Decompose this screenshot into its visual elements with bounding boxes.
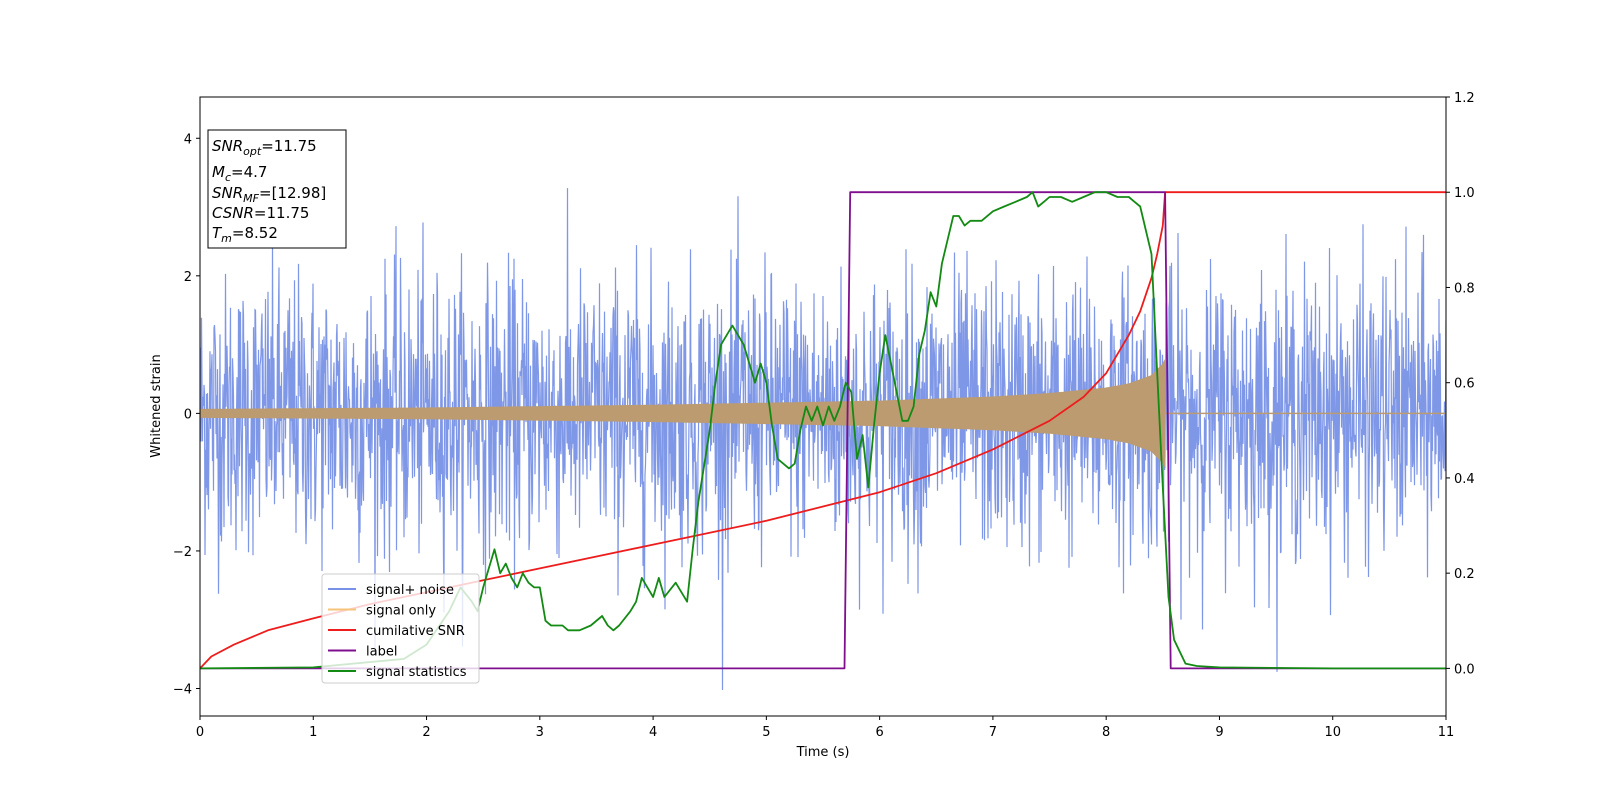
legend-label: signal statistics	[366, 665, 467, 680]
plot-area	[200, 188, 1446, 691]
legend-label: signal only	[366, 604, 436, 619]
y-right-tick-label: 1.2	[1454, 91, 1475, 106]
y-left-tick-label: 4	[184, 132, 192, 147]
y-right-tick-label: 0.8	[1454, 281, 1475, 296]
series-signal-noise	[200, 188, 1446, 691]
y-right-tick-label: 0.2	[1454, 567, 1475, 582]
x-tick-label: 10	[1324, 725, 1341, 740]
x-axis-label: Time (s)	[796, 745, 850, 760]
series-label	[200, 191, 1446, 670]
x-tick-label: 5	[762, 725, 770, 740]
y-right-tick-label: 0.4	[1454, 472, 1475, 487]
legend-label: label	[366, 645, 397, 660]
legend-label: signal+ noise	[366, 583, 454, 598]
x-tick-label: 8	[1102, 725, 1110, 740]
series-signal-statistics	[200, 191, 1446, 670]
y-right-tick-label: 0.0	[1454, 662, 1475, 677]
x-tick-label: 6	[875, 725, 883, 740]
y-right-tick-label: 0.6	[1454, 377, 1475, 392]
y-left-tick-label: 0	[184, 407, 192, 422]
x-tick-label: 11	[1438, 725, 1455, 740]
x-tick-label: 2	[422, 725, 430, 740]
x-tick-label: 3	[536, 725, 544, 740]
snr-mf-text: SNRMF=[12.98]	[212, 184, 326, 205]
legend-label: cumilative SNR	[366, 624, 465, 639]
merger-time-text: Tm=8.52	[212, 224, 278, 245]
axes: 0 1 2 3 4 5 6 7 8 9 10 11 −4 −2 0 2 4 0.0 0.2 0.4 0.6 0.8 1.0 1…	[173, 91, 1475, 740]
x-tick-label: 1	[309, 725, 317, 740]
y-left-tick-label: −2	[173, 545, 192, 560]
y-left-tick-label: 2	[184, 270, 192, 285]
y-left-tick-label: −4	[173, 682, 192, 697]
axes-frame	[199, 96, 1447, 717]
chirp-mass-text: Mc=4.7	[212, 163, 267, 184]
y-right-tick-label: 1.0	[1454, 186, 1475, 201]
legend: signal+ noise signal only cumilative SNR la…	[321, 573, 480, 684]
x-tick-label: 7	[989, 725, 997, 740]
x-tick-label: 0	[196, 725, 204, 740]
info-box: SNRopt=11.75 Mc=4.7 SNRMF=[12.98] CSNR=1…	[207, 129, 347, 249]
csnr-text: CSNR=11.75	[212, 204, 309, 222]
x-tick-label: 4	[649, 725, 657, 740]
snr-opt-text: SNRopt=11.75	[212, 137, 317, 158]
series-signal-only	[200, 358, 1166, 469]
x-tick-label: 9	[1215, 725, 1223, 740]
y-axis-label: Whitened strain	[149, 354, 164, 457]
